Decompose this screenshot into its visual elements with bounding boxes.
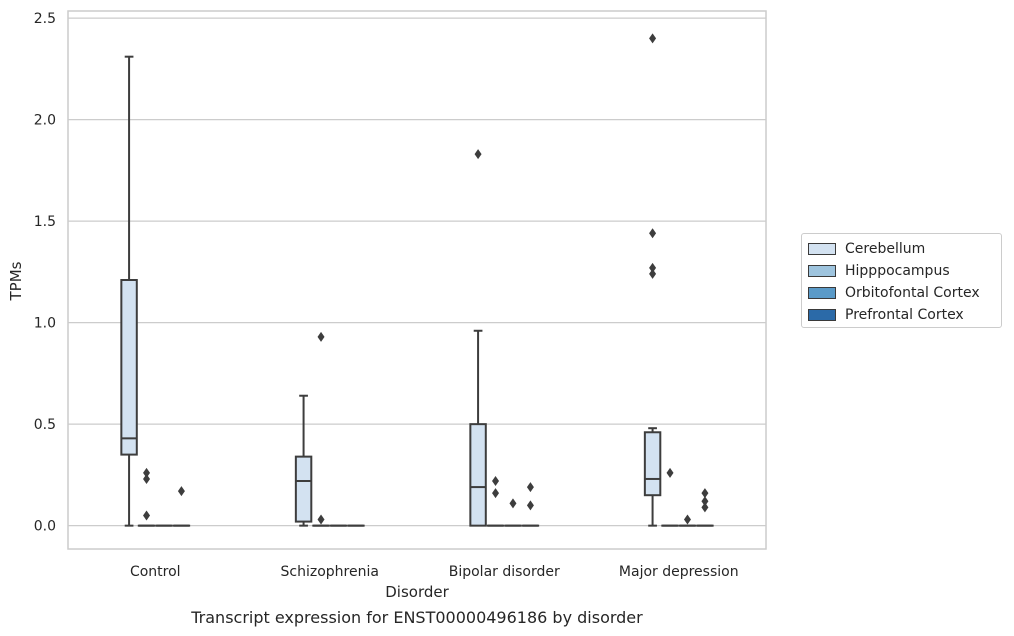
- box-group: [312, 331, 330, 527]
- box-group: [294, 394, 313, 527]
- box-group: [643, 33, 662, 527]
- box-group: [137, 467, 156, 527]
- y-tick-label: 1.0: [34, 316, 56, 332]
- legend-label: Prefrontal Cortex: [845, 307, 964, 323]
- outlier-point: [649, 262, 657, 273]
- outlier-point: [526, 482, 534, 493]
- outlier-point: [492, 488, 500, 499]
- x-tick-labels: Control Schizophrenia Bipolar disorder Majo…: [130, 564, 739, 580]
- outlier-point: [701, 496, 709, 507]
- x-tick-label: Schizophrenia: [281, 564, 379, 580]
- legend-item-hippocampus[interactable]: Hipppocampus: [808, 260, 1001, 282]
- plot-frame: [67, 10, 767, 550]
- box-group: [172, 486, 191, 527]
- legend-item-orbitofrontal-cortex[interactable]: Orbitofontal Cortex: [808, 282, 1001, 304]
- y-tick-labels: 0.0 0.5 1.0 1.5 2.0 2.5: [34, 11, 56, 535]
- outlier-point: [649, 268, 657, 279]
- x-tick-label: Bipolar disorder: [449, 564, 560, 580]
- box-marks: [120, 33, 714, 527]
- legend-label: Hipppocampus: [845, 263, 950, 279]
- legend-swatch-prefrontal-cortex: [808, 309, 836, 321]
- box-group: [469, 149, 487, 527]
- y-tick-label: 0.0: [34, 519, 56, 535]
- box-iqr: [643, 431, 662, 497]
- y-tick-label: 1.5: [34, 214, 56, 230]
- legend: Cerebellum Hipppocampus Orbitofontal Cor…: [801, 233, 1002, 328]
- outlier-point: [649, 228, 657, 239]
- box-group: [486, 475, 505, 527]
- box-iqr: [120, 279, 138, 456]
- x-tick-label: Control: [130, 564, 181, 580]
- outlier-point: [701, 488, 709, 499]
- outlier-point: [492, 475, 500, 486]
- outlier-point: [317, 514, 325, 525]
- x-tick-label: Major depression: [619, 564, 739, 580]
- box-group: [661, 467, 679, 527]
- box-iqr: [294, 455, 313, 523]
- outlier-point: [683, 514, 691, 525]
- legend-swatch-hippocampus: [808, 265, 836, 277]
- outlier-point: [143, 473, 151, 484]
- box-group: [120, 55, 138, 527]
- outlier-point: [143, 467, 151, 478]
- y-tick-label: 2.5: [34, 11, 56, 27]
- box-group: [696, 488, 714, 527]
- legend-swatch-orbitofrontal-cortex: [808, 287, 836, 299]
- x-axis-label: Disorder: [385, 583, 449, 601]
- outlier-point: [526, 500, 534, 511]
- outlier-point: [177, 486, 185, 497]
- gridlines: [68, 17, 766, 527]
- y-tick-label: 0.5: [34, 417, 56, 433]
- chart-caption: Transcript expression for ENST0000049618…: [190, 608, 643, 627]
- legend-label: Cerebellum: [845, 241, 926, 257]
- outlier-point: [509, 498, 517, 509]
- box-group: [521, 482, 540, 527]
- box-iqr: [469, 423, 487, 527]
- box-group: [678, 514, 697, 527]
- outlier-point: [701, 502, 709, 513]
- legend-item-cerebellum[interactable]: Cerebellum: [808, 238, 1001, 260]
- legend-swatch-cerebellum: [808, 243, 836, 255]
- outlier-point: [649, 33, 657, 44]
- outlier-point: [666, 467, 674, 478]
- y-tick-label: 2.0: [34, 113, 56, 129]
- outlier-point: [143, 510, 151, 521]
- box-group: [504, 498, 522, 527]
- outlier-point: [317, 331, 325, 342]
- legend-item-prefrontal-cortex[interactable]: Prefrontal Cortex: [808, 304, 1001, 326]
- outlier-point: [474, 149, 482, 160]
- legend-label: Orbitofontal Cortex: [845, 285, 980, 301]
- y-axis-label: TPMs: [7, 261, 25, 301]
